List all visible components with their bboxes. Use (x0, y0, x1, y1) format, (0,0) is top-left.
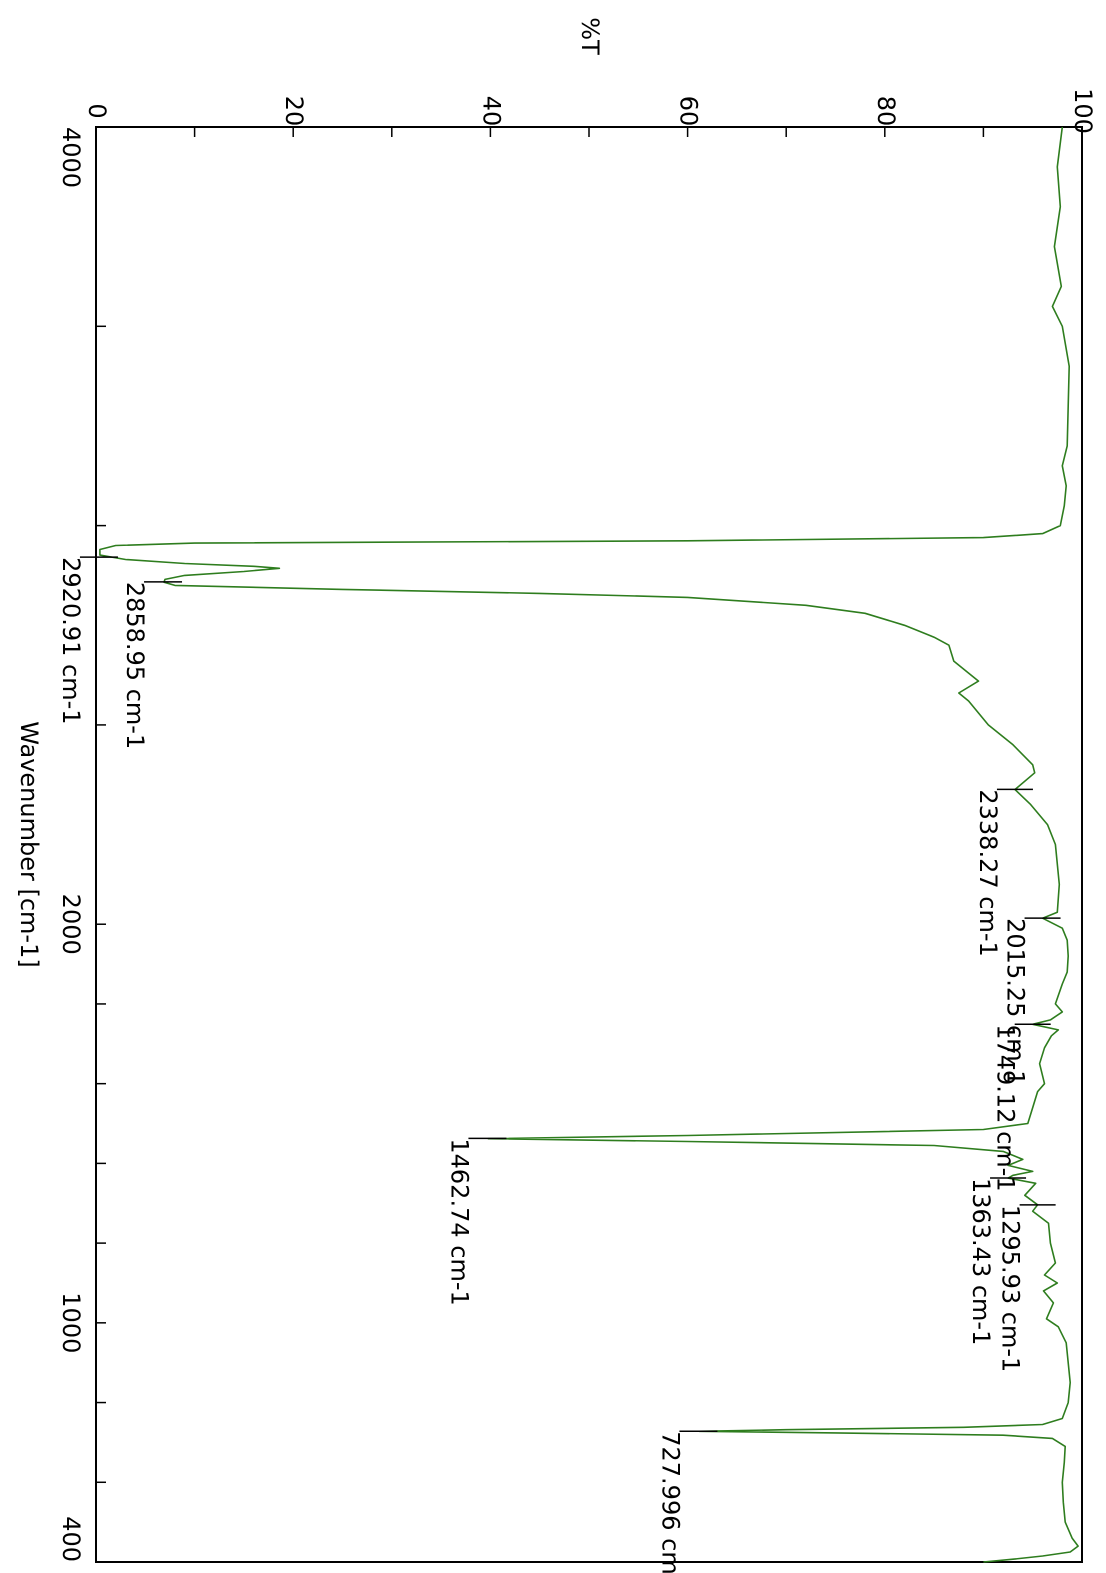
peak-label: 1295.93 cm-1 (997, 1205, 1025, 1372)
x-tick-label: 400 (57, 1516, 85, 1562)
x-tick-label: 1000 (57, 1292, 85, 1353)
peak-label: 727.996 cm-1 (656, 1431, 684, 1573)
peak-label: 1363.43 cm-1 (967, 1178, 995, 1345)
y-tick-label: 100 (1069, 88, 1097, 134)
plot-frame (95, 126, 1083, 1563)
peak-label: 2015.25 cm-1 (1002, 918, 1030, 1085)
y-tick-label: 20 (280, 96, 308, 127)
spectrum-line (99, 126, 1079, 1563)
y-axis-title: %T (576, 17, 604, 55)
y-tick-label: 40 (477, 96, 505, 127)
peak-label: 2338.27 cm-1 (974, 789, 1002, 956)
x-axis-title: Wavenumber [cm-1] (15, 721, 43, 967)
peak-label: 1462.74 cm-1 (445, 1138, 473, 1305)
y-tick-label: 60 (675, 96, 703, 127)
plot-layer: 0 20 40 60 80 100 4000 2000 1000 400 2920.91 cm-1 2… (57, 88, 1097, 1573)
peak-label: 1749.12 cm-1 (992, 1024, 1020, 1191)
peak-label: 2920.91 cm-1 (57, 557, 85, 724)
y-tick-label: 0 (83, 103, 111, 118)
x-tick-label: 4000 (57, 127, 85, 188)
peak-label: 2858.95 cm-1 (121, 582, 149, 749)
x-tick-label: 2000 (57, 894, 85, 955)
y-tick-label: 80 (872, 96, 900, 127)
